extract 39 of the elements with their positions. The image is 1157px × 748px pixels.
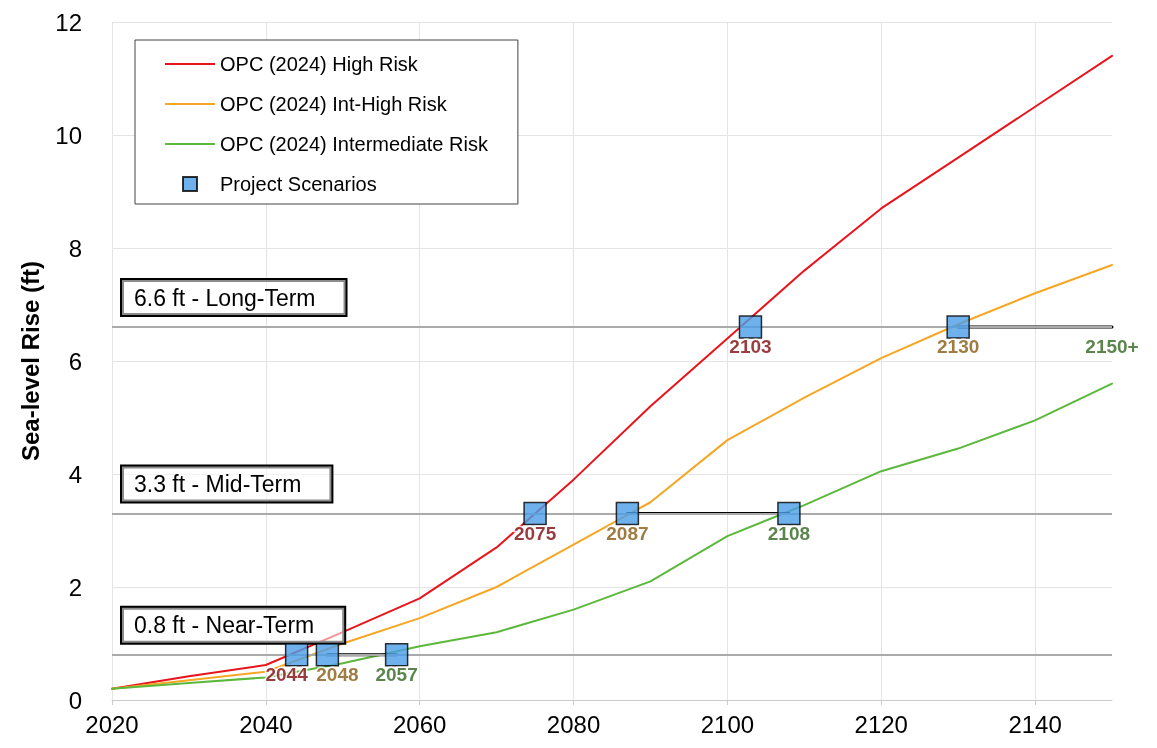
x-tick-label: 2140 — [1008, 710, 1062, 738]
point — [777, 501, 801, 526]
annotation: 2108 — [767, 522, 811, 544]
annotation: 2057 — [375, 663, 418, 685]
point — [946, 315, 970, 339]
x-tick-label: 2060 — [393, 710, 447, 738]
ref-line-label: 3.3 ft - Mid-Term — [134, 471, 302, 498]
annotation: 2130 — [937, 336, 980, 358]
x-tick-label: 2100 — [700, 710, 755, 738]
x-tick-label: 2040 — [239, 710, 293, 738]
annotation: 2087 — [606, 522, 649, 544]
annotation: 2103 — [729, 336, 772, 358]
point — [315, 643, 340, 667]
ref-line-label: 6.6 ft - Long-Term — [134, 284, 316, 311]
line-series — [111, 382, 1113, 690]
point — [523, 501, 547, 526]
x-tick-label: 2120 — [854, 710, 908, 738]
y-tick-label: 8 — [68, 234, 82, 262]
y-tick-label: 0 — [68, 686, 82, 714]
ref-line-label: 0.8 ft - Near-Term — [134, 612, 315, 639]
y-tick-label: 10 — [55, 121, 82, 149]
legend-label: OPC (2024) Intermediate Risk — [220, 133, 489, 155]
y-tick-label: 2 — [68, 573, 82, 601]
x-tick-label: 2080 — [546, 710, 601, 738]
point — [738, 315, 763, 339]
legend-label: Project Scenarios — [220, 173, 377, 195]
y-tick-label: 12 — [55, 8, 82, 36]
annotation: 2150+ — [1085, 336, 1139, 358]
point — [615, 501, 640, 526]
annotation: 2075 — [513, 522, 557, 544]
point — [284, 643, 309, 667]
y-tick-label: 6 — [68, 347, 82, 375]
y-axis-title: Sea-level Rise (ft) — [16, 260, 44, 462]
legend-label: OPC (2024) Int-High Risk — [220, 93, 448, 115]
legend-label: OPC (2024) High Risk — [220, 53, 419, 75]
annotation: 2048 — [316, 663, 359, 685]
point — [384, 643, 409, 667]
x-tick-label: 2020 — [85, 710, 139, 738]
y-tick-label: 4 — [68, 460, 82, 488]
